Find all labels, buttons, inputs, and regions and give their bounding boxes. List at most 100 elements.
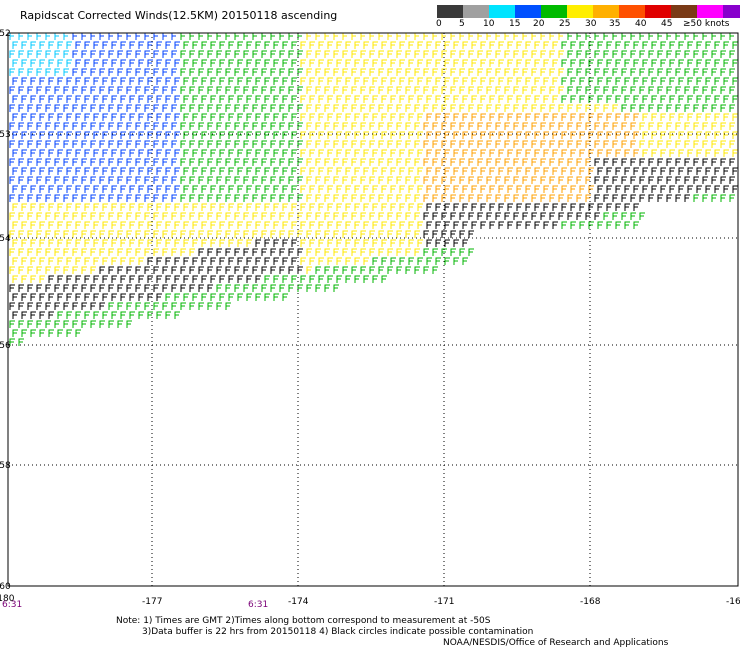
wind-barb [432,86,438,94]
wind-barb [144,302,150,310]
wind-barb [27,320,33,328]
wind-barb [198,248,204,256]
wind-barb [90,176,96,184]
wind-barb [531,140,537,148]
wind-barb [342,50,348,58]
wind-barb [531,104,537,112]
wind-barb [315,248,321,256]
wind-barb [57,167,63,175]
wind-barb [237,203,243,211]
wind-barb [426,77,432,85]
wind-barb [363,185,369,193]
wind-barb [54,266,60,274]
wind-barb [594,122,600,130]
wind-barb [594,158,600,166]
wind-barb [18,338,24,346]
wind-barb [27,194,33,202]
wind-barb [486,212,492,220]
wind-barb [210,185,216,193]
pass-time-center: 6:31 [248,600,269,610]
wind-barb [390,131,396,139]
wind-barb [45,68,51,76]
wind-barb [624,59,630,67]
wind-barb [138,131,144,139]
wind-barb [423,266,429,274]
wind-barb [57,329,63,337]
wind-barb [111,221,117,229]
wind-barb [93,59,99,67]
wind-barb [36,194,42,202]
wind-barb [471,131,477,139]
wind-barb [300,185,306,193]
wind-barb [210,149,216,157]
wind-barb [711,158,717,166]
wind-barb [606,185,612,193]
wind-barb [120,149,126,157]
wind-barb [606,131,612,139]
wind-barb [108,266,114,274]
wind-barb [720,32,726,40]
wind-barb [234,104,240,112]
wind-barb [579,185,585,193]
wind-barb [171,104,177,112]
wind-barb [417,221,423,229]
wind-barb [687,77,693,85]
wind-barb [288,194,294,202]
wind-barb [282,275,288,283]
wind-barb [309,77,315,85]
wind-barb [450,158,456,166]
wind-barb [291,185,297,193]
wind-barb [687,95,693,103]
wind-barb [387,212,393,220]
wind-barb [243,212,249,220]
wind-barb [324,140,330,148]
wind-barbs [9,32,738,346]
wind-barb [36,320,42,328]
wind-barb [279,266,285,274]
wind-barb [291,113,297,121]
wind-barb [144,176,150,184]
wind-barb [360,86,366,94]
wind-barb [126,86,132,94]
wind-barb [567,32,573,40]
wind-barb [558,68,564,76]
wind-barb [30,257,36,265]
wind-barb [378,50,384,58]
wind-barb [516,149,522,157]
wind-barb [111,185,117,193]
wind-barb [291,59,297,67]
wind-barb [660,59,666,67]
wind-barb [315,212,321,220]
wind-barb [72,32,78,40]
wind-barb [480,59,486,67]
wind-barb [21,185,27,193]
wind-barb [405,212,411,220]
wind-barb [435,167,441,175]
wind-barb [660,185,666,193]
wind-barb [612,68,618,76]
wind-barb [183,131,189,139]
wind-barb [210,77,216,85]
wind-barb [210,203,216,211]
wind-barb [513,104,519,112]
wind-barb [264,275,270,283]
wind-barb [624,95,630,103]
wind-barb [216,194,222,202]
wind-barb [189,194,195,202]
wind-barb [135,104,141,112]
wind-barb [135,32,141,40]
wind-barb [615,59,621,67]
wind-barb [279,122,285,130]
wind-barb [585,104,591,112]
wind-barb [549,140,555,148]
wind-barb [282,239,288,247]
wind-barb [243,230,249,238]
wind-barb [36,284,42,292]
wind-barb [684,194,690,202]
wind-barb [45,176,51,184]
wind-barb [36,122,42,130]
wind-barb [459,32,465,40]
wind-barb [102,95,108,103]
wind-barb [540,194,546,202]
wind-barb [54,302,60,310]
